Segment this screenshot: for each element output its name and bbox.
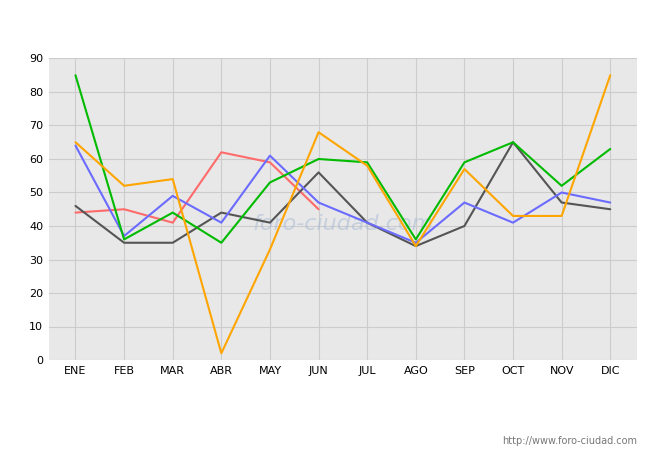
Text: http://www.foro-ciudad.com: http://www.foro-ciudad.com xyxy=(502,436,637,446)
Text: Matriculaciones de Vehiculos en Alboraya: Matriculaciones de Vehiculos en Alboraya xyxy=(153,13,497,31)
Text: foro-ciudad.com: foro-ciudad.com xyxy=(252,214,434,234)
